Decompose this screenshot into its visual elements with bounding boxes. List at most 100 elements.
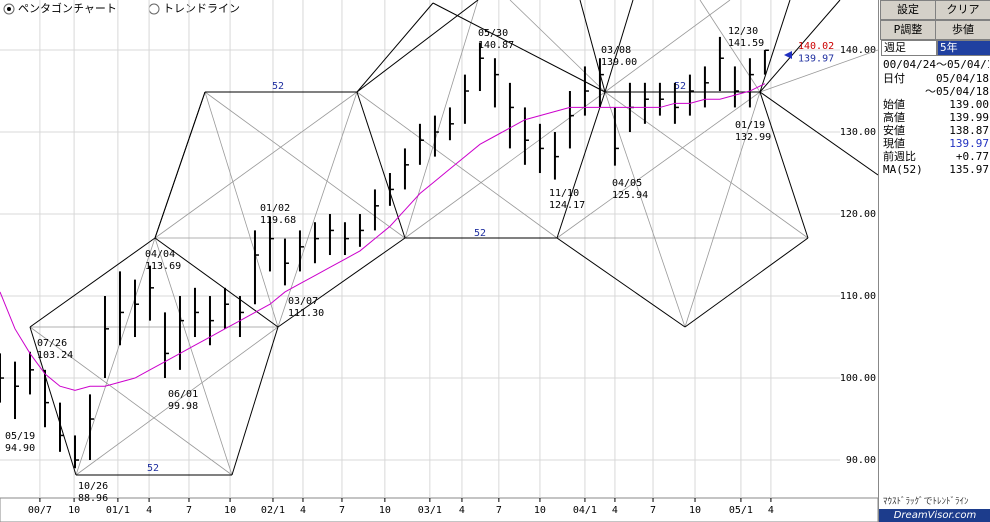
radio-dot: [7, 7, 11, 11]
info-row: 日付 05/04/18: [883, 72, 989, 85]
info-row: 安値 138.87: [883, 124, 989, 137]
annotation-date: 03/07: [288, 296, 318, 307]
radio-label[interactable]: トレンドライン: [163, 2, 240, 15]
annotation-price: 125.94: [612, 190, 648, 201]
annotation-date: 03/08: [601, 45, 631, 56]
x-tick-label: 4: [459, 505, 465, 516]
annotation-price: 119.68: [260, 215, 296, 226]
hint: ﾏｳｽﾄﾞﾗｯｸﾞでﾄﾚﾝﾄﾞﾗｲﾝ: [883, 497, 969, 507]
annotation-price: 88.96: [78, 493, 108, 504]
range: 00/04/24～05/04/18: [883, 58, 989, 71]
info-row: MA(52) 135.97: [883, 163, 989, 176]
x-tick-label: 7: [186, 505, 192, 516]
annotation-date: 10/26: [78, 481, 108, 492]
pentagon-line: [759, 91, 878, 176]
y-tick-label: 110.00: [840, 291, 876, 302]
annotation-price: 124.17: [549, 200, 585, 211]
info-key: 安値: [883, 124, 905, 137]
pentagon-line: [509, 0, 606, 93]
y-tick-label: 130.00: [840, 127, 876, 138]
x-tick-label: 10: [224, 505, 236, 516]
pentagon-line: [556, 237, 686, 328]
info-row: 高値 139.99: [883, 111, 989, 124]
x-tick-label: 4: [612, 505, 618, 516]
annotation-date: 05/30: [478, 28, 508, 39]
chart: ペンタゴンチャート トレンドライン 90.00 100.00 110.00 120.0…: [0, 0, 878, 522]
info-value: 139.00: [949, 98, 989, 111]
pentagon-line: [356, 2, 434, 93]
annotation-price: 140.87: [478, 40, 514, 51]
annotation-date: 04/05: [612, 178, 642, 189]
cycle-label: 52: [474, 228, 486, 239]
x-tick-label: 05/1: [729, 505, 753, 516]
info-row: ～05/04/18: [883, 85, 989, 98]
annotation-price: 113.69: [145, 261, 181, 272]
annotation-price: 103.24: [37, 350, 73, 361]
annotation-date: 05/19: [5, 431, 35, 442]
x-tick-label: 10: [68, 505, 80, 516]
info-key: 現値: [883, 137, 905, 150]
pentagon-line: [556, 91, 606, 239]
pentagon-line: [432, 2, 606, 93]
button[interactable]: 歩値: [935, 20, 990, 40]
pentagon-line: [684, 237, 809, 328]
annotation-price: 141.59: [728, 38, 764, 49]
x-tick-label: 03/1: [418, 505, 442, 516]
pentagon-line: [404, 0, 479, 239]
radio[interactable]: [148, 3, 160, 15]
info-value: 05/04/18: [936, 72, 989, 85]
pentagon-line: [356, 91, 558, 239]
side-panel: 設定 クリア P調整 歩値 週足 5年 00/04/24～05/04/18 日付…: [878, 0, 990, 522]
info-value: +0.77: [955, 150, 989, 163]
annotation-date: 12/30: [728, 26, 758, 37]
info-row: 始値 139.00: [883, 98, 989, 111]
pentagon-line: [759, 0, 791, 93]
info-row: 前週比 +0.77: [883, 150, 989, 163]
brand: DreamVisor.com: [879, 509, 990, 522]
x-tick-label: 7: [496, 505, 502, 516]
info-key: MA(52): [883, 163, 923, 176]
pentagon-line: [604, 0, 731, 93]
button[interactable]: クリア: [935, 0, 990, 20]
radio-label[interactable]: ペンタゴンチャート: [18, 1, 117, 15]
x-tick-label: 01/1: [106, 505, 130, 516]
y-tick-label: 140.00: [840, 45, 876, 56]
annotation-price: 99.98: [168, 401, 198, 412]
pentagon-line: [604, 0, 634, 93]
plot-bg: [0, 0, 878, 498]
x-axis-strip: [0, 497, 878, 522]
button[interactable]: 設定: [880, 0, 936, 20]
pentagon-line: [556, 91, 761, 239]
annotation-date: 04/04: [145, 249, 175, 260]
pentagon-line: [231, 326, 279, 476]
x-tick-label: 04/1: [573, 505, 597, 516]
annotation-date: 06/01: [168, 389, 198, 400]
cycle-label: 52: [272, 81, 284, 92]
y-tick-label: 120.00: [840, 209, 876, 220]
pentagon-line: [154, 237, 279, 328]
y-tick-label: 100.00: [840, 373, 876, 384]
x-tick-label: 4: [768, 505, 774, 516]
period-select[interactable]: 週足: [881, 40, 937, 56]
pentagon-line: [604, 91, 686, 328]
moving-average: [0, 83, 766, 391]
button[interactable]: P調整: [880, 20, 936, 40]
info-key: 始値: [883, 98, 905, 111]
pentagon-line: [204, 91, 406, 239]
pentagon-line: [154, 91, 206, 239]
x-tick-label: 7: [339, 505, 345, 516]
annotation-date: 01/19: [735, 120, 765, 131]
y-tick-label: 90.00: [846, 455, 876, 466]
info-value: 139.97: [949, 137, 989, 150]
x-tick-label: 4: [300, 505, 306, 516]
pentagon-line: [684, 91, 761, 328]
x-tick-label: 00/7: [28, 505, 52, 516]
info-row: 現値 139.97: [883, 137, 989, 150]
span-select[interactable]: 5年: [937, 40, 990, 56]
pentagon-line: [154, 237, 233, 476]
x-tick-label: 4: [146, 505, 152, 516]
pentagon-line: [29, 326, 77, 476]
pentagon-line: [204, 91, 279, 328]
price-marker: 139.97: [798, 53, 834, 64]
pentagon-line: [759, 0, 841, 93]
